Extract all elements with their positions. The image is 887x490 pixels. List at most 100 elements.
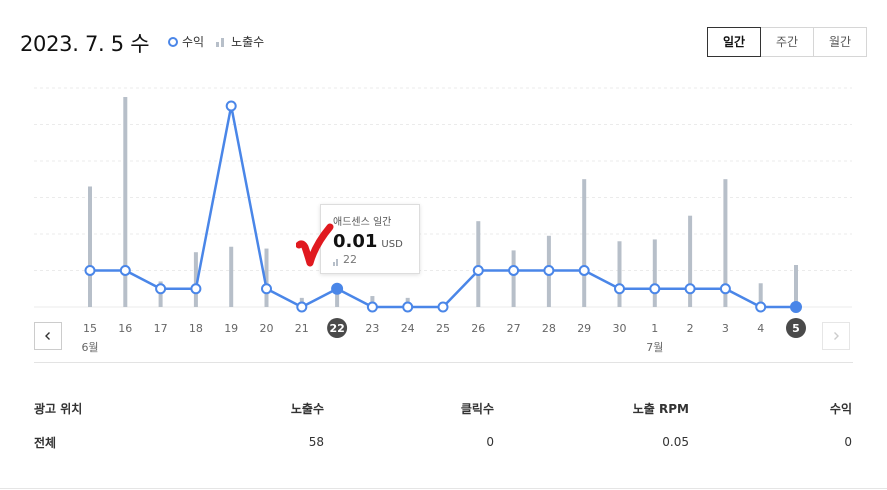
revenue-point bbox=[261, 283, 272, 295]
tooltip-unit: USD bbox=[381, 239, 403, 250]
chevron-right-icon bbox=[834, 332, 839, 340]
table-cell: 0 bbox=[844, 435, 852, 449]
revenue-point bbox=[84, 264, 96, 276]
x-tick-label: 3 bbox=[722, 322, 729, 335]
selected-date-marker bbox=[327, 318, 348, 338]
tab-daily[interactable]: 일간 bbox=[707, 27, 761, 57]
column-header: 광고 위치 bbox=[34, 401, 83, 416]
revenue-point bbox=[578, 264, 590, 276]
x-tick-label: 4 bbox=[757, 322, 764, 335]
x-tick-label: 26 bbox=[471, 322, 485, 335]
legend-revenue-label: 수익 bbox=[182, 35, 205, 49]
impressions-bar bbox=[335, 283, 340, 307]
legend-impressions: 노출수 bbox=[216, 33, 264, 50]
table-header-row: 광고 위치 노출수 클릭수 노출 RPM 수익 bbox=[34, 392, 852, 424]
x-tick-label: 24 bbox=[401, 322, 415, 335]
period-toggle: 일간 주간 월간 bbox=[707, 27, 867, 57]
tooltip-impressions: 22 bbox=[343, 253, 357, 266]
column-header: 수익 bbox=[829, 401, 852, 416]
revenue-point bbox=[190, 283, 202, 295]
revenue-point bbox=[437, 301, 449, 313]
revenue-point bbox=[649, 283, 661, 295]
column-header: 노출 RPM bbox=[632, 401, 689, 416]
impressions-bar bbox=[229, 246, 234, 307]
impressions-bar bbox=[193, 252, 198, 307]
revenue-point bbox=[614, 283, 625, 295]
x-tick-label: 25 bbox=[436, 322, 450, 335]
x-tick-label: 23 bbox=[365, 322, 379, 335]
table-cell: 0 bbox=[486, 435, 494, 449]
table-cell: 전체 bbox=[34, 435, 57, 450]
bar-chart-icon bbox=[216, 37, 226, 47]
prev-period-button[interactable] bbox=[34, 322, 62, 350]
tab-monthly[interactable]: 월간 bbox=[813, 28, 866, 56]
revenue-point bbox=[755, 301, 767, 313]
revenue-point bbox=[684, 283, 696, 295]
impressions-bar bbox=[688, 215, 693, 307]
revenue-impressions-chart: 15 16 17 18 19 20 21 22 23 24 25 26 27 28 29 30 1 2 3 4 56월 7… bbox=[34, 87, 852, 354]
month-label: 7월 bbox=[646, 341, 663, 354]
chevron-left-icon bbox=[45, 332, 50, 340]
x-tick-label: 21 bbox=[295, 322, 309, 335]
column-header: 클릭수 bbox=[460, 401, 494, 416]
impressions-bar bbox=[617, 241, 622, 307]
bar-chart-icon bbox=[333, 258, 339, 266]
x-tick-label: 1 bbox=[651, 322, 658, 335]
x-tick-label: 2 bbox=[687, 322, 694, 335]
x-tick-label: 19 bbox=[224, 322, 238, 335]
bottom-border bbox=[0, 488, 887, 489]
legend-impressions-label: 노출수 bbox=[231, 35, 265, 49]
impressions-bar bbox=[582, 179, 587, 307]
column-header: 노출수 bbox=[290, 401, 324, 416]
section-divider bbox=[34, 362, 853, 363]
revenue-point bbox=[225, 100, 237, 112]
next-period-button[interactable] bbox=[822, 322, 850, 350]
chart-legend: 수익 노출수 bbox=[168, 33, 276, 50]
table-cell: 58 bbox=[308, 435, 324, 449]
impressions-bar bbox=[123, 97, 128, 307]
revenue-point bbox=[366, 301, 378, 313]
impressions-bar bbox=[794, 265, 798, 307]
table-row: 전체 58 0 0.05 0 bbox=[34, 424, 852, 460]
x-tick-label: 5 bbox=[792, 322, 800, 335]
revenue-point bbox=[508, 264, 520, 276]
revenue-point bbox=[472, 264, 484, 276]
impressions-bar bbox=[723, 179, 728, 307]
chart-tooltip: 애드센스 일간 0.01 USD 22 bbox=[320, 204, 420, 274]
impressions-bar bbox=[476, 221, 481, 307]
x-tick-label: 16 bbox=[118, 322, 132, 335]
x-tick-label: 18 bbox=[189, 322, 203, 335]
tooltip-value: 0.01 bbox=[333, 231, 378, 252]
impressions-bar bbox=[264, 248, 269, 307]
x-tick-label: 28 bbox=[542, 322, 556, 335]
tab-weekly[interactable]: 주간 bbox=[760, 28, 813, 56]
revenue-point bbox=[119, 264, 131, 276]
month-label: 6월 bbox=[81, 341, 98, 354]
x-tick-label: 27 bbox=[507, 322, 521, 335]
x-tick-label: 20 bbox=[260, 322, 274, 335]
revenue-point bbox=[719, 283, 731, 295]
x-tick-label: 29 bbox=[577, 322, 591, 335]
x-tick-label: 17 bbox=[154, 322, 168, 335]
selected-date-marker bbox=[786, 318, 806, 338]
impressions-bar bbox=[88, 186, 92, 307]
revenue-point bbox=[155, 283, 167, 295]
impressions-bar bbox=[758, 283, 763, 307]
x-tick-label: 15 bbox=[83, 322, 97, 335]
x-tick-label: 30 bbox=[613, 322, 627, 335]
revenue-point bbox=[790, 301, 802, 313]
line-dot-icon bbox=[168, 36, 178, 47]
legend-revenue: 수익 bbox=[168, 33, 204, 50]
date-title: 2023. 7. 5 수 bbox=[20, 32, 150, 56]
x-tick-label: 22 bbox=[329, 322, 344, 335]
revenue-point bbox=[543, 264, 555, 276]
summary-table: 광고 위치 노출수 클릭수 노출 RPM 수익 전체 58 0 0.05 0 bbox=[34, 392, 852, 460]
impressions-bar bbox=[652, 239, 657, 307]
tooltip-title: 애드센스 일간 bbox=[333, 217, 392, 228]
revenue-point bbox=[331, 282, 344, 295]
impressions-bar bbox=[511, 250, 516, 307]
checkmark-icon bbox=[296, 223, 334, 267]
revenue-point bbox=[402, 301, 414, 313]
revenue-point bbox=[296, 301, 308, 313]
table-cell: 0.05 bbox=[662, 435, 689, 449]
